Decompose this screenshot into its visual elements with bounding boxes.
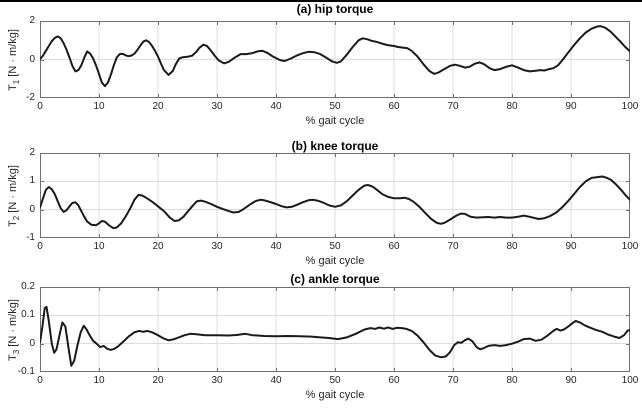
x-tick-label: 10 (93, 101, 105, 112)
torque-curve (40, 175, 630, 230)
x-tick-label: 20 (152, 375, 164, 386)
x-tick-label: 30 (211, 241, 223, 252)
y-axis-label-symbol: T (6, 353, 19, 361)
x-tick-label: 0 (37, 241, 43, 252)
plot-area (40, 21, 630, 98)
x-tick-label: 30 (211, 375, 223, 386)
y-tick-label: 0.1 (21, 309, 35, 321)
y-axis-label-symbol: T (6, 219, 19, 227)
x-tick-label: 30 (211, 101, 223, 112)
top-rule (0, 0, 642, 2)
y-tick-label: -0.1 (17, 366, 35, 377)
x-tick-label: 90 (565, 101, 577, 112)
x-tick-label: 70 (447, 375, 459, 386)
subplot-title: (b) knee torque (291, 139, 379, 153)
curve-svg (40, 153, 630, 238)
x-tick-label: 20 (152, 241, 164, 252)
y-axis-label-symbol: T (6, 83, 19, 91)
x-tick-label: 20 (152, 101, 164, 112)
torque-curve (40, 25, 630, 88)
x-axis-label: % gait cycle (305, 115, 365, 127)
subplot-title: (c) ankle torque (290, 272, 380, 286)
y-tick-label: 0 (29, 337, 35, 349)
y-axis-label: T3 [N · m/kg] (7, 299, 21, 361)
curve-svg (40, 21, 630, 98)
x-tick-label: 60 (388, 101, 400, 112)
y-tick-label: 2 (29, 15, 35, 26)
x-tick-label: 40 (270, 101, 282, 112)
plot-area (40, 287, 630, 372)
x-tick-label: 50 (329, 241, 341, 252)
y-tick-label: 2 (29, 147, 35, 158)
x-tick-label: 80 (506, 241, 518, 252)
y-tick-label: 1 (29, 175, 35, 187)
curve-svg (40, 287, 630, 372)
x-tick-label: 0 (37, 375, 43, 386)
x-tick-label: 60 (388, 375, 400, 386)
y-tick-label: 0 (29, 203, 35, 215)
y-tick-label: -2 (26, 92, 35, 103)
y-tick-label: 0.2 (21, 281, 35, 292)
x-tick-label: 60 (388, 241, 400, 252)
x-tick-label: 90 (565, 241, 577, 252)
x-tick-label: 10 (93, 375, 105, 386)
x-tick-label: 0 (37, 101, 43, 112)
x-axis-label: % gait cycle (305, 389, 365, 401)
x-tick-label: 70 (447, 241, 459, 252)
x-tick-label: 90 (565, 375, 577, 386)
x-tick-label: 70 (447, 101, 459, 112)
subplot-title: (a) hip torque (296, 2, 374, 16)
x-tick-label: 40 (270, 241, 282, 252)
x-axis-label: % gait cycle (305, 255, 365, 267)
x-tick-label: 100 (621, 375, 639, 386)
x-tick-label: 100 (621, 241, 639, 252)
x-tick-label: 80 (506, 101, 518, 112)
plot-area (40, 153, 630, 238)
y-axis-label: T2 [N · m/kg] (7, 165, 21, 227)
y-tick-label: -1 (26, 232, 35, 243)
x-tick-label: 10 (93, 241, 105, 252)
x-tick-label: 80 (506, 375, 518, 386)
x-tick-label: 100 (621, 101, 639, 112)
x-tick-label: 50 (329, 101, 341, 112)
y-tick-label: 0 (29, 53, 35, 65)
x-tick-label: 50 (329, 375, 341, 386)
x-tick-label: 40 (270, 375, 282, 386)
torque-curve (40, 305, 630, 367)
